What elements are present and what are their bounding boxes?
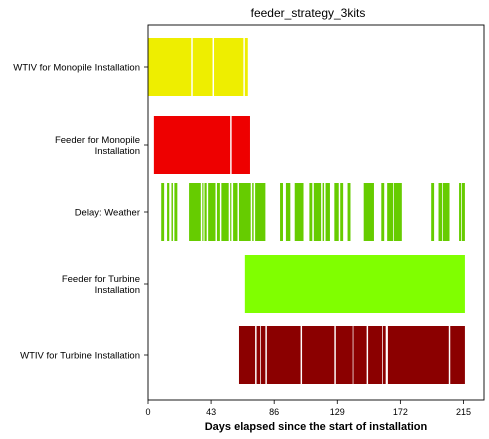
plot-frame xyxy=(147,24,485,401)
bar-segment xyxy=(214,38,244,96)
bar-segment xyxy=(189,183,201,241)
x-tick-label: 215 xyxy=(456,407,471,417)
y-tick-label: Feeder for Turbine xyxy=(62,274,140,285)
bar-segment xyxy=(167,183,170,241)
bar-segment xyxy=(256,326,261,384)
bar-segment xyxy=(431,183,435,241)
bar-segment xyxy=(216,183,220,241)
bar-segment xyxy=(231,116,250,174)
bar-segment xyxy=(353,326,367,384)
bar-segment xyxy=(459,183,462,241)
bar-segment xyxy=(334,183,339,241)
bar-segment xyxy=(153,116,231,174)
bar-segment xyxy=(260,326,266,384)
bar-segment xyxy=(313,183,322,241)
bar-segment xyxy=(442,183,450,241)
bar-segment xyxy=(347,183,351,241)
bar-segment xyxy=(450,326,465,384)
bars-layer xyxy=(148,38,465,384)
bar-segment xyxy=(161,183,165,241)
y-tick-label: WTIV for Turbine Installation xyxy=(20,351,140,362)
bar-segment xyxy=(363,183,374,241)
bar-segment xyxy=(148,38,192,96)
bar-segment xyxy=(382,326,386,384)
x-axis-label: Days elapsed since the start of installa… xyxy=(205,421,428,433)
bar-segment xyxy=(302,326,335,384)
bar-segment xyxy=(322,183,325,241)
bar-segment xyxy=(309,183,313,241)
y-tick-label: WTIV for Monopile Installation xyxy=(13,63,140,74)
bar-segment xyxy=(368,326,383,384)
x-tick-label: 86 xyxy=(269,407,279,417)
bar-segment xyxy=(252,183,254,241)
bar-segment xyxy=(340,183,344,241)
bar-segment xyxy=(461,183,465,241)
y-tick-label: Installation xyxy=(95,146,140,157)
bar-segment xyxy=(266,326,301,384)
bar-segment xyxy=(294,183,304,241)
bar-segment xyxy=(230,183,232,241)
bar-segment xyxy=(381,183,385,241)
bar-segment xyxy=(202,183,204,241)
bar-segment xyxy=(244,255,465,313)
bar-segment xyxy=(438,183,443,241)
chart-title: feeder_strategy_3kits xyxy=(251,6,366,20)
x-tick-label: 43 xyxy=(206,407,216,417)
y-axis: WTIV for Monopile Installation Feeder for… xyxy=(13,63,148,362)
bar-segment xyxy=(238,326,256,384)
y-tick-label: Installation xyxy=(95,285,140,296)
bar-segment xyxy=(174,183,178,241)
bar-segment xyxy=(192,38,213,96)
bar-segment xyxy=(204,183,207,241)
bar-segment xyxy=(325,183,330,241)
bar-segment xyxy=(393,183,402,241)
bar-segment xyxy=(208,183,216,241)
bar-segment xyxy=(280,183,283,241)
bar-segment xyxy=(285,183,291,241)
x-axis: 0 43 86 129 172 215 xyxy=(145,400,471,417)
bar-segment xyxy=(335,326,353,384)
x-tick-label: 129 xyxy=(330,407,345,417)
bar-segment xyxy=(244,38,248,96)
bar-segment xyxy=(238,183,251,241)
bar-segment xyxy=(171,183,173,241)
y-tick-label: Feeder for Monopile xyxy=(55,135,140,146)
bar-segment xyxy=(387,183,394,241)
bar-segment xyxy=(233,183,238,241)
bar-segment xyxy=(255,183,266,241)
bar-segment xyxy=(221,183,229,241)
bar-segment xyxy=(387,326,449,384)
y-tick-label: Delay: Weather xyxy=(75,208,140,219)
x-tick-label: 172 xyxy=(393,407,408,417)
x-tick-label: 0 xyxy=(145,407,150,417)
